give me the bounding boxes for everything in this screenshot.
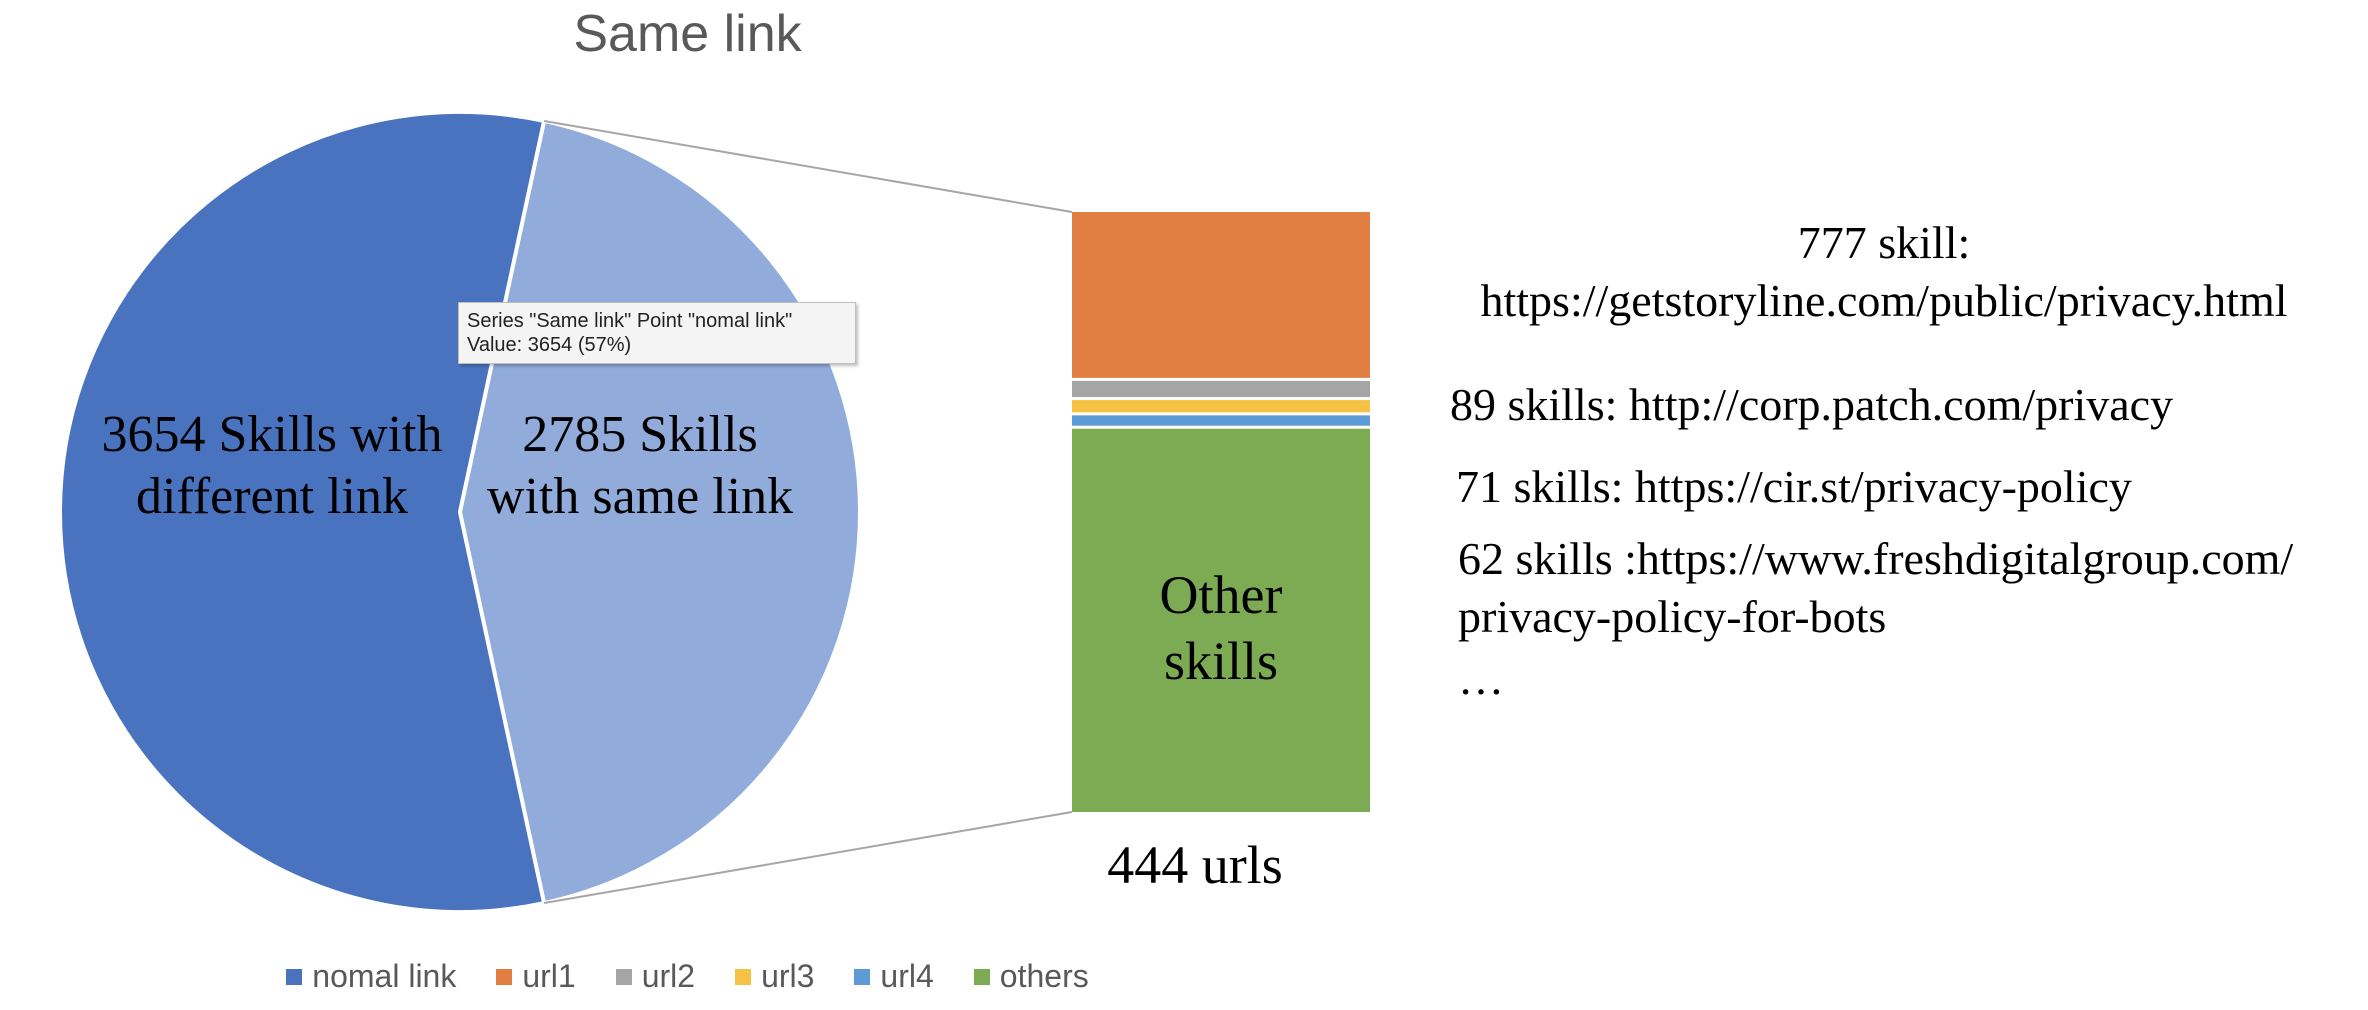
annotation-url1: 777 skill: https://getstoryline.com/publ… [1444, 214, 2324, 330]
tooltip-line2: Value: 3654 (57%) [467, 334, 632, 356]
legend: nomal link url1 url2 url3 url4 others [0, 958, 1375, 995]
bar-stack [1072, 212, 1370, 812]
bar-segment-url1 [1072, 212, 1370, 378]
legend-item-others: others [973, 958, 1089, 995]
legend-item-url2: url2 [615, 958, 696, 995]
annotation-ellipsis: … [1458, 653, 1504, 704]
tooltip: Series "Same link" Point "nomal link" Va… [458, 302, 856, 364]
bar-bottom-text: 444 urls [1107, 835, 1283, 895]
legend-swatch [854, 968, 871, 985]
legend-item-url3: url3 [735, 958, 814, 995]
annotation-url4-line1: 62 skills :https://www.freshdigitalgroup… [1458, 533, 2294, 584]
pie-label-different-link: 3654 Skills with different link [101, 406, 443, 525]
connector-top [543, 119, 1073, 213]
annotation-url4-line2: privacy-policy-for-bots [1458, 591, 1887, 642]
connector-lines [543, 119, 1073, 905]
tooltip-line1: Series "Same link" Point "nomal link" [467, 310, 793, 332]
connector-bottom [543, 811, 1073, 905]
annotation-url3: 71 skills: https://cir.st/privacy-policy [1456, 461, 2132, 512]
bar-bottom-label: 444 urls [1060, 832, 1330, 898]
annotation-url4: 62 skills :https://www.freshdigitalgroup… [1458, 530, 2293, 646]
pie-label-same-link: 2785 Skills with same link [486, 406, 794, 525]
legend-swatch [973, 968, 990, 985]
bar-segment-url3 [1072, 400, 1370, 413]
legend-label: url2 [641, 958, 696, 994]
legend-swatch [496, 968, 513, 985]
legend-item-url4: url4 [854, 958, 934, 995]
legend-swatch [615, 968, 632, 985]
legend-item-url1: url1 [496, 958, 576, 995]
chart-title: Same link [573, 5, 802, 63]
annotation-url1-link: https://getstoryline.com/public/privacy.… [1480, 275, 2288, 326]
bar-segment-url2 [1072, 380, 1370, 398]
legend-swatch [286, 968, 303, 985]
legend-swatch [735, 968, 752, 985]
legend-label: nomal link [312, 958, 457, 994]
annotation-url1-count: 777 skill: [1797, 217, 1971, 268]
legend-label: url3 [761, 958, 815, 994]
annotation-url2: 89 skills: http://corp.patch.com/privacy [1450, 379, 2174, 430]
pie-slice-nomal-link [57, 110, 547, 914]
bar-segment-url4 [1072, 415, 1370, 426]
legend-item-nomal-link: nomal link [286, 958, 456, 995]
legend-label: others [999, 958, 1089, 994]
legend-label: url1 [522, 958, 576, 994]
bar-segment-others [1072, 428, 1370, 812]
legend-label: url4 [880, 958, 934, 994]
bar-label-other-skills: Other skills [1159, 565, 1283, 691]
